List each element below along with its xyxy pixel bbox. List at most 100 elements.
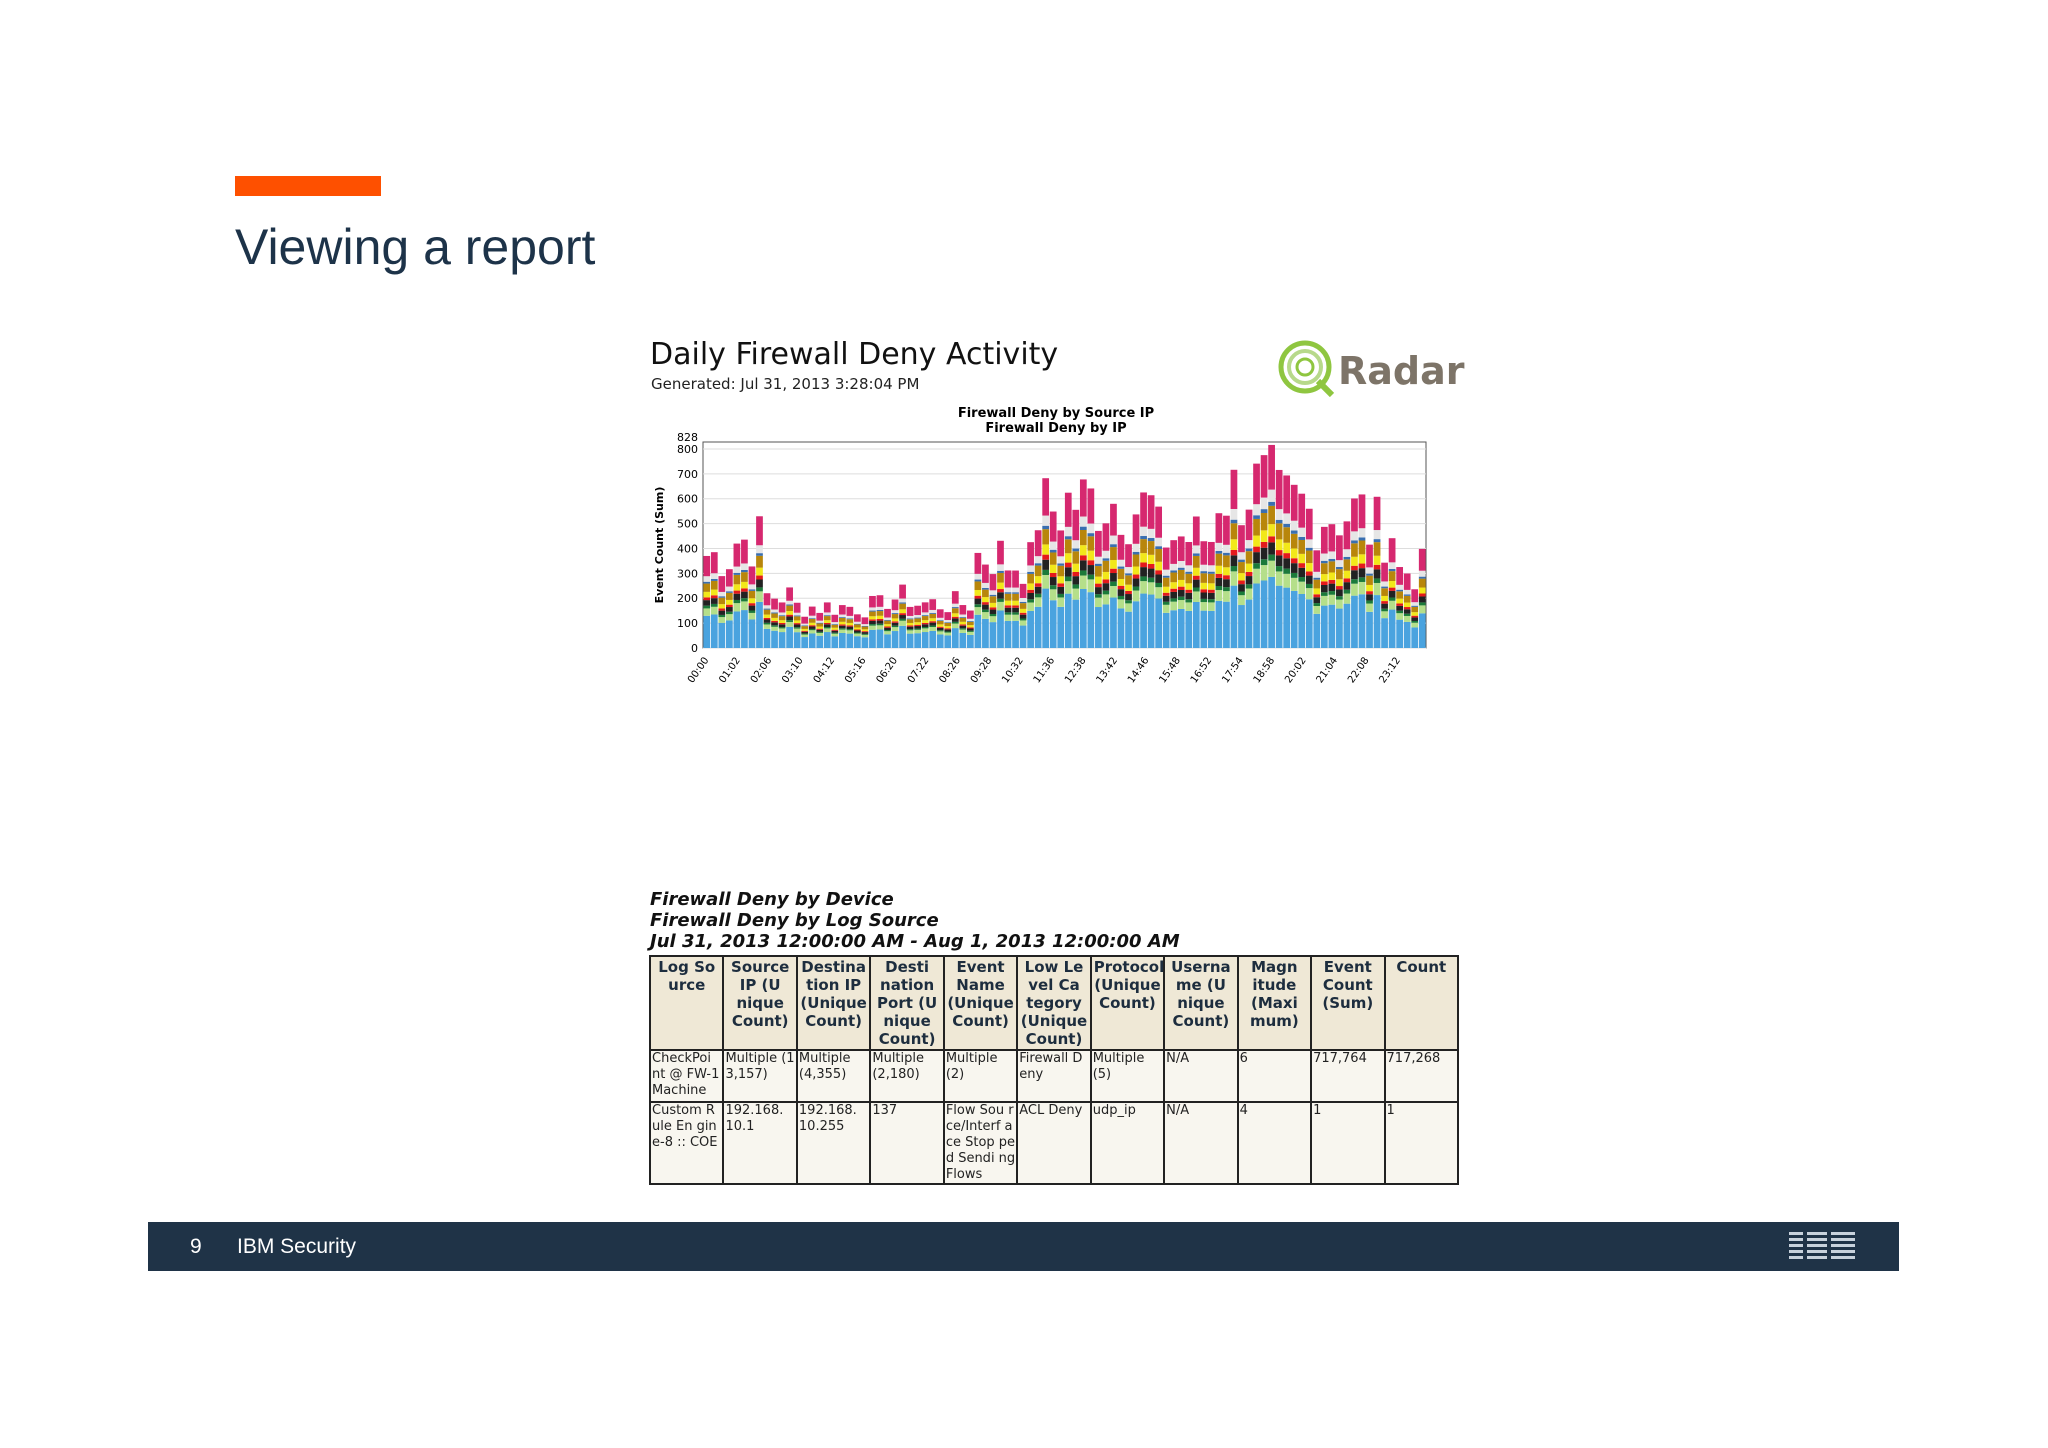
chart-bar-segment — [1087, 523, 1095, 534]
chart-bar-segment — [997, 570, 1004, 573]
chart-bar-segment — [823, 615, 831, 617]
chart-bar-segment — [1155, 561, 1163, 571]
chart-bar-segment — [1290, 533, 1298, 549]
chart-bar-segment — [778, 620, 786, 623]
chart-bar-segment — [748, 612, 756, 620]
footer-bar: 9 IBM Security — [148, 1222, 1899, 1271]
chart-bar-segment — [997, 610, 1004, 648]
table-body: CheckPoi nt @ FW-1Machine Multiple (13,15… — [648, 1049, 1460, 1185]
chart-bar-segment — [1117, 599, 1125, 609]
table-column-header: Source IP (U nique Count) — [722, 955, 798, 1051]
chart-bar-segment — [1102, 604, 1110, 648]
chart-bar-segment — [936, 627, 944, 631]
chart-bar-segment — [906, 622, 914, 626]
chart-bar-segment — [1411, 589, 1419, 603]
table-cell: Multiple (5) — [1089, 1049, 1166, 1103]
chart-bar-segment — [854, 621, 861, 624]
chart-bar-segment — [1320, 553, 1328, 561]
chart-bar-segment — [808, 630, 816, 634]
chart-bar-segment — [929, 612, 937, 614]
chart-bar-segment — [1147, 541, 1155, 555]
chart-bar-segment — [1125, 575, 1132, 585]
x-tick-label: 09:28 — [969, 655, 995, 685]
chart-bar-segment — [1132, 543, 1140, 552]
chart-bar-segment — [891, 631, 899, 648]
chart-bar-segment — [1200, 592, 1208, 599]
chart-bar-segment — [793, 628, 801, 633]
chart-bar-segment — [1388, 587, 1396, 591]
chart-bar-segment — [1117, 566, 1125, 569]
chart-bar-segment — [1057, 563, 1065, 566]
chart-bar-segment — [846, 615, 854, 619]
chart-bar-segment — [1057, 576, 1065, 584]
chart-bar-segment — [718, 591, 726, 597]
chart-bar-segment — [1275, 550, 1283, 556]
chart-bar-segment — [1403, 595, 1411, 603]
chart-bar-segment — [936, 624, 944, 627]
chart-bar-segment — [951, 613, 959, 617]
chart-bar-segment — [861, 637, 869, 648]
chart-bar-segment — [1403, 602, 1411, 608]
x-tick-label: 22:08 — [1346, 655, 1372, 685]
chart-bar-segment — [876, 623, 884, 626]
chart-bar-segment — [1064, 492, 1072, 527]
chart-bar-segment — [1283, 553, 1291, 559]
chart-bar-segment — [1087, 533, 1095, 537]
chart-bar-segment — [974, 604, 982, 608]
chart-bar-segment — [1253, 568, 1260, 584]
chart-bar-segment — [1079, 555, 1087, 561]
chart-bar-segment — [1245, 551, 1253, 564]
chart-bar-segment — [1049, 577, 1057, 586]
chart-bar-segment — [1418, 570, 1426, 577]
chart-bar-segment — [725, 599, 733, 605]
x-tick-label: 07:22 — [906, 655, 932, 685]
chart-bar-segment — [876, 629, 884, 648]
x-tick-label: 13:42 — [1095, 655, 1121, 685]
footer-brand: IBM Security — [237, 1235, 357, 1258]
chart-bar-segment — [1238, 552, 1245, 560]
chart-bar-segment — [1366, 575, 1373, 585]
chart-bar-segment — [966, 610, 974, 619]
chart-bar-segment — [1230, 508, 1238, 520]
chart-bar-segment — [1313, 577, 1321, 580]
chart-bar-segment — [959, 624, 967, 626]
chart-bar-segment — [1117, 578, 1125, 586]
chart-bar-segment — [1004, 605, 1012, 608]
chart-bar-segment — [846, 625, 854, 627]
chart-bar-segment — [1200, 573, 1208, 583]
chart-bar-segment — [1177, 600, 1185, 609]
chart-bar-segment — [1004, 607, 1012, 613]
chart-bar-segment — [1358, 494, 1366, 529]
chart-bar-segment — [1049, 541, 1057, 550]
chart-bar-segment — [959, 605, 967, 615]
chart-bar-segment — [1155, 549, 1163, 562]
chart-bar-segment — [1079, 560, 1087, 571]
chart-bar-segment — [1034, 597, 1042, 607]
chart-bar-segment — [966, 634, 974, 648]
x-tick-label: 23:12 — [1377, 655, 1403, 685]
chart-bar-segment — [1238, 584, 1245, 592]
chart-bar-segment — [1034, 606, 1042, 648]
chart-bar-segment — [1132, 578, 1140, 587]
chart-bar-segment — [914, 629, 922, 634]
chart-bar-segment — [1268, 554, 1275, 561]
chart-bar-segment — [838, 629, 846, 633]
chart-bar-segment — [966, 618, 974, 622]
y-tick-label: 300 — [677, 567, 698, 580]
chart-bar-segment — [1373, 542, 1381, 556]
chart-bar-segment — [1298, 553, 1306, 564]
chart-bar-segment — [741, 610, 748, 648]
chart-bar-segment — [1373, 582, 1381, 596]
chart-bar-segment — [1313, 550, 1321, 572]
chart-bar-segment — [1358, 528, 1366, 538]
chart-bar-segment — [1260, 559, 1268, 566]
table-header-row: Log So urce Source IP (U nique Count) Dest… — [648, 955, 1460, 1051]
chart-bar-segment — [899, 584, 906, 599]
chart-bar-segment — [1064, 526, 1072, 537]
chart-bar-segment — [1064, 539, 1072, 554]
table-cell: 6 — [1236, 1049, 1313, 1103]
chart-bar-segment — [1027, 571, 1034, 574]
chart-bar-segment — [808, 626, 816, 629]
chart-bar-segment — [831, 629, 839, 631]
chart-bar-segment — [1177, 569, 1185, 580]
